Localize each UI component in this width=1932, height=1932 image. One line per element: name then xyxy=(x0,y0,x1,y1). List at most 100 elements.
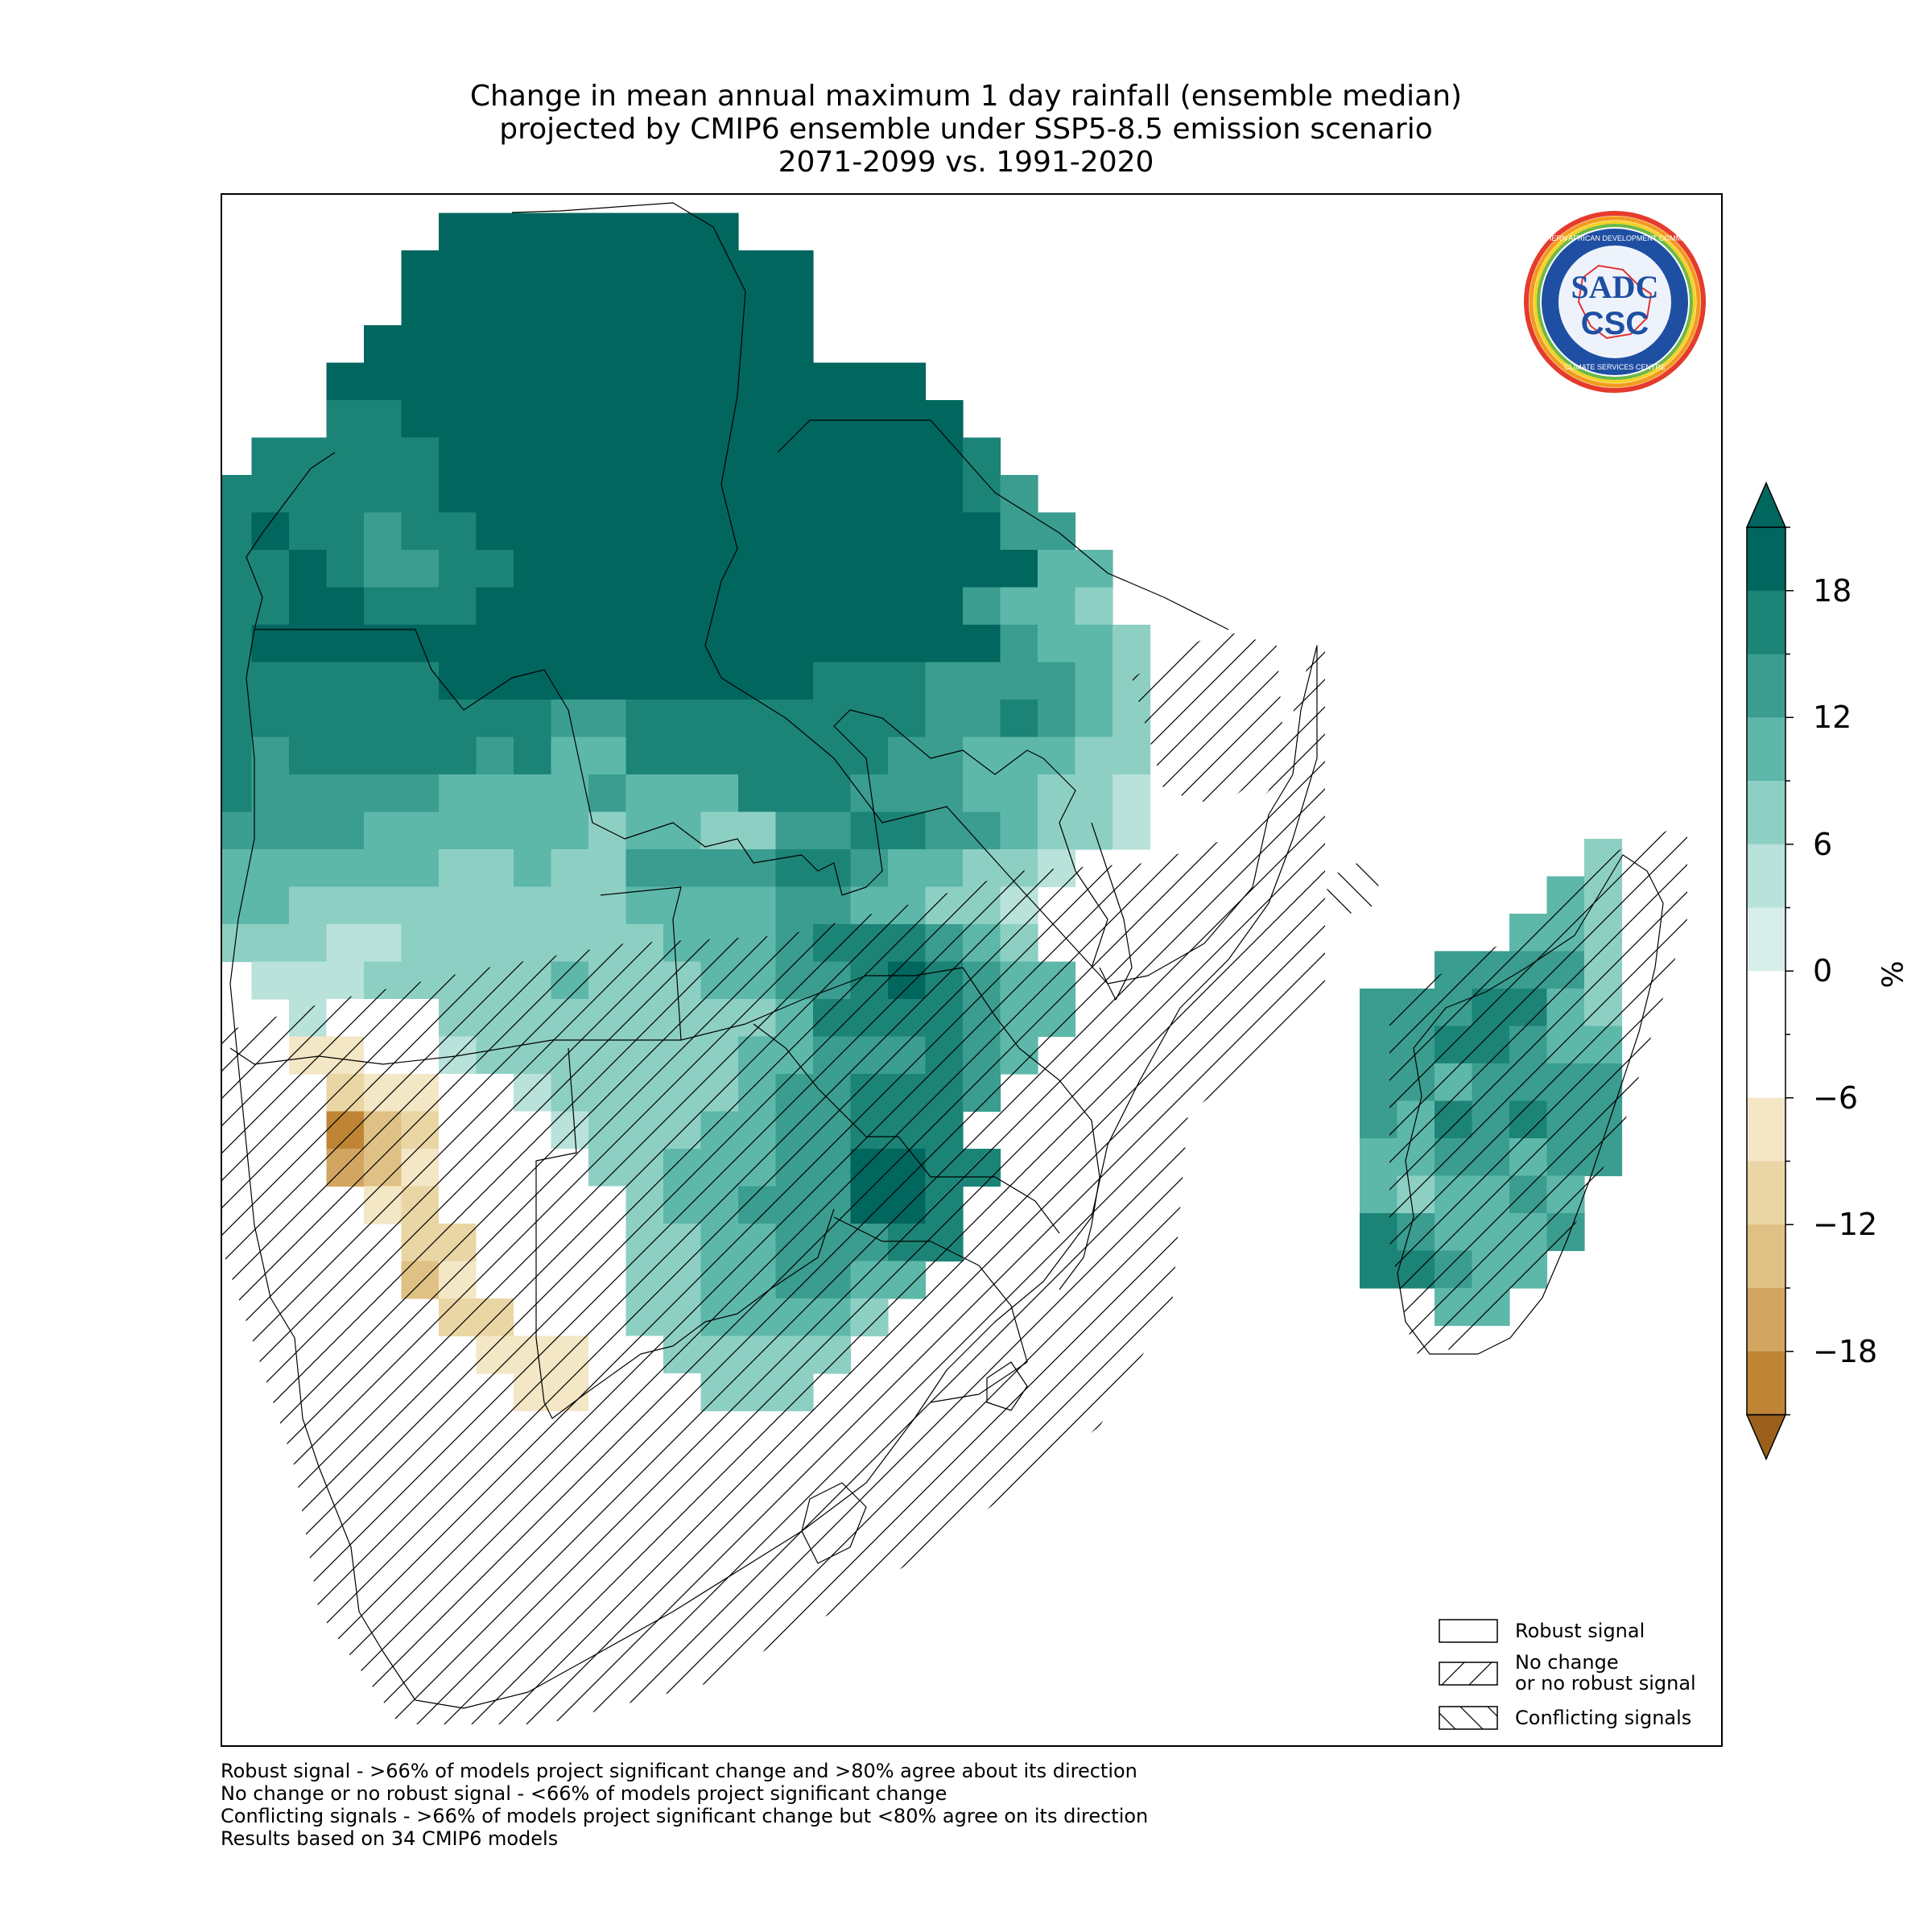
no-robust-signal-hatch-mainland xyxy=(222,646,1325,1724)
mainland-grid-cell xyxy=(251,625,290,663)
mainland-grid-cell xyxy=(700,774,739,813)
mainland-grid-cell xyxy=(222,475,253,514)
mainland-grid-cell xyxy=(963,550,1001,588)
mainland-grid-cell xyxy=(251,961,290,1000)
mainland-grid-cell xyxy=(588,811,627,850)
mainland-grid-cell xyxy=(738,811,777,850)
mainland-grid-cell xyxy=(588,550,627,588)
mainland-grid-cell xyxy=(364,362,402,401)
mainland-grid-cell xyxy=(476,400,514,439)
mainland-grid-cell xyxy=(588,587,627,625)
mainland-grid-cell xyxy=(222,587,253,625)
mainland-grid-cell xyxy=(364,886,402,925)
mainland-grid-cell xyxy=(663,849,702,888)
mainland-grid-cell xyxy=(775,886,814,925)
mainland-grid-cell xyxy=(326,700,365,738)
colorbar-extend-bottom xyxy=(1745,1414,1787,1461)
mainland-grid-cell xyxy=(514,213,552,251)
mainland-grid-cell xyxy=(888,700,927,738)
mainland-grid-cell xyxy=(813,737,852,775)
mainland-grid-cell xyxy=(775,774,814,813)
mainland-grid-cell xyxy=(588,213,627,251)
mainland-grid-cell xyxy=(813,362,852,401)
mainland-grid-cell xyxy=(888,550,927,588)
mainland-grid-cell xyxy=(588,662,627,700)
mainland-grid-cell xyxy=(551,587,589,625)
legend-swatch-conflicting xyxy=(1439,1706,1498,1730)
mainland-grid-cell xyxy=(775,849,814,888)
border-drc-angola xyxy=(254,629,843,896)
mainland-grid-cell xyxy=(663,625,702,663)
mainland-grid-cell xyxy=(476,287,514,326)
mainland-grid-cell xyxy=(738,550,777,588)
mainland-grid-cell xyxy=(222,774,253,813)
mainland-grid-cell xyxy=(401,924,440,963)
mainland-grid-cell xyxy=(888,662,927,700)
mainland-grid-cell xyxy=(738,437,777,476)
mainland-grid-cell xyxy=(1038,662,1076,700)
mainland-grid-cell xyxy=(588,475,627,514)
mainland-grid-cell xyxy=(326,737,365,775)
mainland-grid-cell xyxy=(514,512,552,551)
mainland-grid-cell xyxy=(700,587,739,625)
mainland-grid-cell xyxy=(551,475,589,514)
map-frame: SOUTHERN AFRICAN DEVELOPMENT COMMUNITY C… xyxy=(221,193,1723,1747)
mainland-grid-cell xyxy=(1075,550,1113,588)
mainland-grid-cell xyxy=(476,437,514,476)
mainland-grid-cell xyxy=(700,625,739,663)
mainland-grid-cell xyxy=(700,662,739,700)
mainland-grid-cell xyxy=(439,662,477,700)
no-robust-signal-hatch-north-east xyxy=(1132,630,1285,807)
mainland-grid-cell xyxy=(439,512,477,551)
mainland-grid-cell xyxy=(813,886,852,925)
mainland-grid-cell xyxy=(551,325,589,364)
mainland-grid-cell xyxy=(401,437,440,476)
mainland-grid-cell xyxy=(551,550,589,588)
mainland-grid-cell xyxy=(625,250,664,289)
mainland-grid-cell xyxy=(738,662,777,700)
mainland-grid-cell xyxy=(514,362,552,401)
mainland-grid-cell xyxy=(775,362,814,401)
mainland-grid-cell xyxy=(326,475,365,514)
mainland-grid-cell xyxy=(401,886,440,925)
mainland-grid-cell xyxy=(551,250,589,289)
mainland-grid-cell xyxy=(1000,512,1038,551)
mainland-grid-cell xyxy=(888,362,927,401)
mainland-grid-cell xyxy=(476,475,514,514)
mainland-grid-cell xyxy=(625,737,664,775)
mainland-grid-cell xyxy=(476,625,514,663)
mainland-grid-cell xyxy=(738,886,777,925)
mainland-grid-cell xyxy=(476,662,514,700)
mainland-grid-cell xyxy=(813,550,852,588)
mainland-grid-cell xyxy=(775,512,814,551)
mainland-grid-cell xyxy=(850,662,889,700)
colorbar-tick-label: −6 xyxy=(1813,1080,1859,1116)
mainland-grid-cell xyxy=(813,849,852,888)
mainland-grid-cell xyxy=(364,625,402,663)
mainland-grid-cell xyxy=(476,849,514,888)
mainland-grid-cell xyxy=(813,400,852,439)
mainland-grid-cell xyxy=(1038,811,1076,850)
footnote-robust: Robust signal - >66% of models project s… xyxy=(221,1760,1137,1782)
mainland-grid-cell xyxy=(1038,774,1076,813)
mainland-grid-cell xyxy=(663,437,702,476)
hatch-legend xyxy=(1439,1619,1498,1730)
mainland-grid-cell xyxy=(588,700,627,738)
mainland-grid-cell xyxy=(813,811,852,850)
mainland-grid-cell xyxy=(364,737,402,775)
mainland-grid-cell xyxy=(251,811,290,850)
mainland-grid-cell xyxy=(439,811,477,850)
mainland-grid-cell xyxy=(251,886,290,925)
mainland-grid-cell xyxy=(850,811,889,850)
mainland-grid-cell xyxy=(551,287,589,326)
mainland-grid-cell xyxy=(813,700,852,738)
mainland-grid-cell xyxy=(663,250,702,289)
mainland-grid-cell xyxy=(775,700,814,738)
mainland-grid-cell xyxy=(401,700,440,738)
mainland-grid-cell xyxy=(326,362,365,401)
mainland-grid-cell xyxy=(625,625,664,663)
mainland-grid-cell xyxy=(925,625,964,663)
mainland-grid-cell xyxy=(888,811,927,850)
mainland-grid-cell xyxy=(625,475,664,514)
border-zambia-zimbabwe xyxy=(680,967,1020,1049)
